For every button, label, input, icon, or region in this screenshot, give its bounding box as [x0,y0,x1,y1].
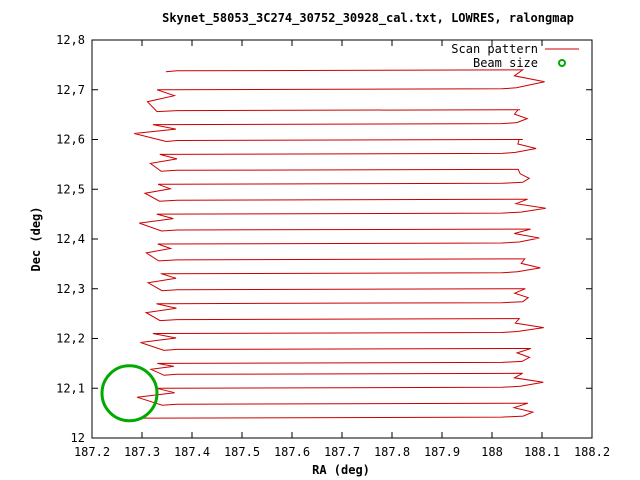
x-tick-label: 187.9 [424,445,460,459]
scan-pattern-line [134,69,546,419]
x-axis-label: RA (deg) [312,463,370,477]
x-tick-label: 188.1 [524,445,560,459]
x-tick-label: 187.4 [174,445,210,459]
legend-swatch-beam-size [558,59,566,67]
y-tick-label: 12,1 [56,381,85,395]
y-tick-label: 12 [71,431,85,445]
y-tick-label: 12,8 [56,33,85,47]
y-tick-label: 12,3 [56,282,85,296]
y-axis: 12 12,1 12,2 12,3 12,4 12,5 12,6 12,7 12,8 [56,33,592,445]
x-tick-label: 187.7 [324,445,360,459]
x-tick-label: 187.8 [374,445,410,459]
chart-title: Skynet_58053_3C274_30752_30928_cal.txt, … [162,11,574,26]
beam-size-circle [100,364,159,423]
x-tick-label: 187.6 [274,445,310,459]
x-tick-label: 187.3 [124,445,160,459]
y-axis-label: Dec (deg) [29,206,43,271]
legend-label-beam-size: Beam size [473,56,538,70]
x-tick-label: 187.5 [224,445,260,459]
legend: Scan pattern Beam size [451,42,579,70]
x-axis: 187.2 187.3 187.4 187.5 187.6 187.7 187.8 187.9… [74,40,610,459]
legend-label-scan-pattern: Scan pattern [451,42,538,56]
y-tick-label: 12,5 [56,182,85,196]
y-tick-label: 12,7 [56,83,85,97]
x-tick-label: 188 [481,445,503,459]
y-tick-label: 12,6 [56,133,85,147]
y-tick-label: 12,4 [56,232,85,246]
scan-pattern-series [134,69,546,419]
x-tick-label: 188.2 [574,445,610,459]
x-tick-label: 187.2 [74,445,110,459]
y-tick-label: 12,2 [56,332,85,346]
beam-size-series [100,364,159,423]
